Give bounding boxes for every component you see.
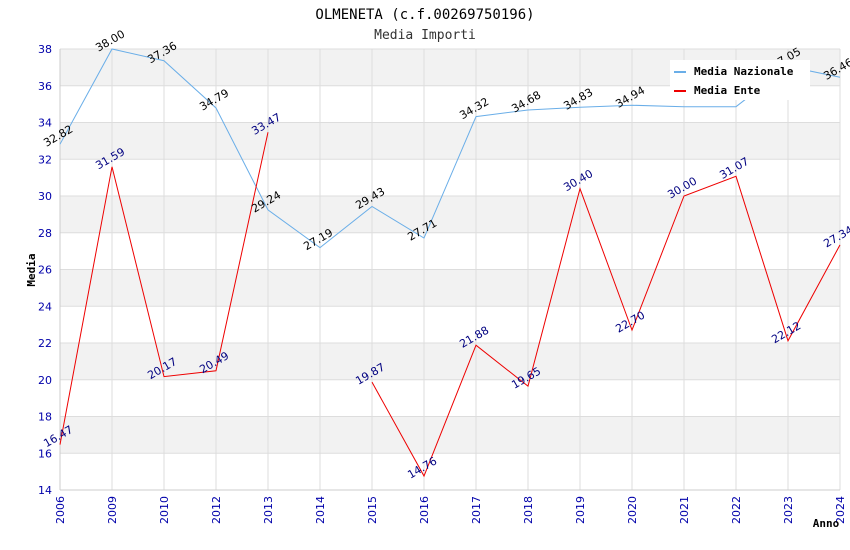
x-tick-label: 2023 — [782, 496, 795, 524]
x-tick-label: 2014 — [314, 496, 327, 524]
series-line-media-ente — [59, 132, 269, 445]
x-tick-label: 2020 — [626, 496, 639, 524]
y-tick-label: 30 — [38, 190, 52, 203]
x-tick-label: 2022 — [730, 496, 743, 524]
plot-band — [60, 306, 840, 343]
y-tick-label: 32 — [38, 153, 52, 166]
plot-band — [60, 269, 840, 307]
plot-band — [60, 232, 840, 270]
y-tick-label: 36 — [38, 80, 52, 93]
x-tick-label: 2024 — [834, 496, 847, 524]
legend-box — [670, 60, 810, 100]
x-axis-label: Anno — [813, 517, 840, 530]
grid-lines — [59, 48, 841, 491]
y-tick-label: 34 — [38, 117, 52, 130]
y-tick-label: 22 — [38, 337, 52, 350]
y-axis-ticks: 14 16 18 20 22 24 26 28 30 32 34 36 38 — [38, 43, 52, 497]
legend-label-media-nazionale: Media Nazionale — [694, 65, 794, 78]
y-tick-label: 20 — [38, 374, 52, 387]
chart-title: OLMENETA (c.f.00269750196) — [315, 7, 534, 23]
y-tick-label: 24 — [38, 300, 52, 313]
x-tick-label: 2012 — [210, 496, 223, 524]
y-tick-label: 18 — [38, 411, 52, 424]
plot-band — [60, 453, 840, 490]
plot-band — [60, 196, 840, 233]
x-tick-label: 2010 — [158, 496, 171, 524]
legend: Media Nazionale Media Ente — [670, 60, 810, 100]
x-tick-label: 2006 — [54, 496, 67, 524]
y-tick-label: 26 — [38, 264, 52, 277]
legend-label-media-ente: Media Ente — [694, 84, 761, 97]
y-tick-label: 14 — [38, 484, 52, 497]
x-tick-label: 2021 — [678, 496, 691, 524]
x-tick-label: 2013 — [262, 496, 275, 524]
plot-background-bands — [60, 49, 840, 490]
x-tick-label: 2017 — [470, 496, 483, 524]
y-tick-label: 28 — [38, 227, 52, 240]
plot-band — [60, 416, 840, 454]
chart-subtitle: Media Importi — [374, 28, 476, 43]
y-tick-label: 16 — [38, 447, 52, 460]
plot-band — [60, 122, 840, 160]
x-tick-label: 2016 — [418, 496, 431, 524]
x-tick-label: 2015 — [366, 496, 379, 524]
x-tick-label: 2018 — [522, 496, 535, 524]
y-tick-label: 38 — [38, 43, 52, 56]
x-tick-label: 2019 — [574, 496, 587, 524]
y-axis-label: Media — [25, 253, 38, 286]
plot-band — [60, 343, 840, 380]
series-group — [59, 48, 841, 478]
series-line-media-nazionale — [59, 48, 841, 249]
x-axis-ticks: 2006 2009 2010 2012 2013 2014 2015 2016 2017 2018… — [54, 496, 847, 524]
series-line-media-ente — [371, 175, 841, 478]
x-tick-label: 2009 — [106, 496, 119, 524]
